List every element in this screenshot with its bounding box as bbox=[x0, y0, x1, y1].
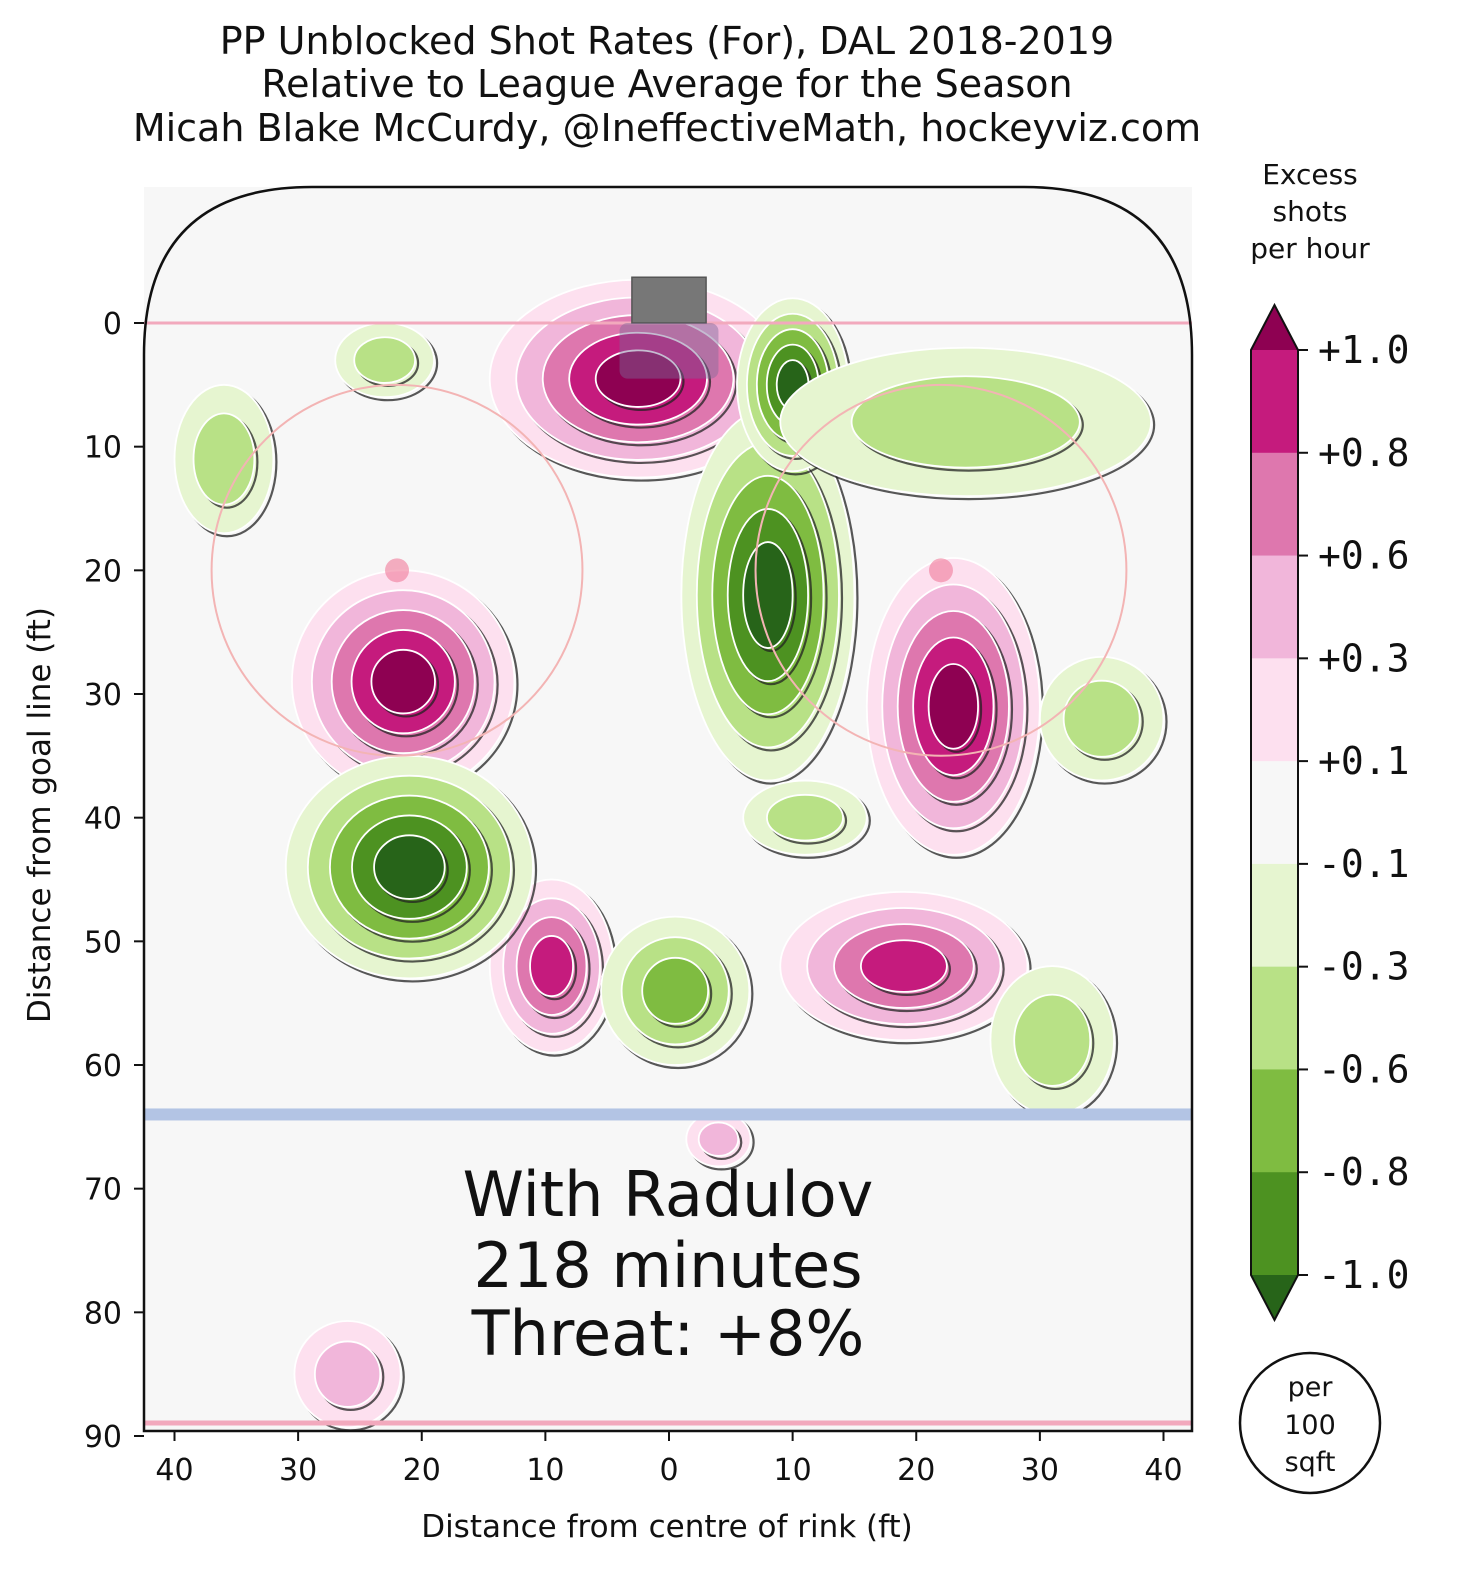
colorbar-band bbox=[1251, 658, 1298, 761]
colorbar-band bbox=[1251, 761, 1298, 864]
title-line-1: PP Unblocked Shot Rates (For), DAL 2018-… bbox=[220, 19, 1114, 63]
colorbar-band bbox=[1251, 556, 1298, 659]
colorbar: Excess shots per hour +1.0 +0.8 +0.6 +0.3 +0… bbox=[1240, 158, 1410, 1493]
colorbar-tick-label: +0.1 bbox=[1318, 739, 1410, 783]
contour-level bbox=[374, 835, 445, 899]
y-tick-label: 80 bbox=[84, 1296, 122, 1331]
colorbar-unit-line-1: per bbox=[1288, 1372, 1334, 1403]
colorbar-tick-label: -0.3 bbox=[1318, 945, 1410, 989]
y-tick-label: 90 bbox=[84, 1420, 122, 1455]
colorbar-band bbox=[1251, 967, 1298, 1070]
x-tick-label: 20 bbox=[897, 1453, 935, 1488]
contour-level bbox=[194, 413, 255, 504]
colorbar-tick-label: -1.0 bbox=[1318, 1253, 1410, 1297]
colorbar-title-line-1: Excess bbox=[1262, 158, 1358, 191]
colorbar-title: Excess shots per hour bbox=[1250, 158, 1370, 265]
x-tick-label: 30 bbox=[1021, 1453, 1059, 1488]
contour-level bbox=[1064, 681, 1140, 757]
y-tick-label: 70 bbox=[84, 1173, 122, 1208]
x-axis-label: Distance from centre of rink (ft) bbox=[421, 1509, 913, 1545]
contour-level bbox=[743, 542, 792, 648]
faceoff-dot bbox=[929, 558, 953, 582]
y-tick-label: 10 bbox=[84, 431, 122, 466]
contour-level bbox=[315, 1341, 380, 1406]
title-line-3: Micah Blake McCurdy, @IneffectiveMath, h… bbox=[133, 106, 1201, 150]
y-axis: 0 10 20 30 40 50 60 70 80 90 bbox=[84, 307, 144, 1455]
x-tick-label: 20 bbox=[403, 1453, 441, 1488]
annotation-line-2: 218 minutes bbox=[473, 1229, 862, 1302]
y-tick-label: 0 bbox=[103, 307, 122, 342]
title-line-2: Relative to League Average for the Seaso… bbox=[261, 62, 1072, 106]
heatmap-blob bbox=[335, 323, 437, 400]
y-tick-label: 30 bbox=[84, 678, 122, 713]
heatmap-blob bbox=[743, 781, 870, 858]
contour-level bbox=[767, 795, 843, 841]
contour-level bbox=[861, 940, 947, 992]
contour-level bbox=[642, 958, 708, 1024]
colorbar-unit-line-3: sqft bbox=[1285, 1447, 1336, 1478]
colorbar-bands: +1.0 +0.8 +0.6 +0.3 +0.1 -0.1 -0.3 -0.6 -0.8 -1.0 bbox=[1251, 305, 1410, 1320]
colorbar-tick-label: +0.8 bbox=[1318, 431, 1410, 475]
colorbar-tick-label: -0.6 bbox=[1318, 1047, 1410, 1091]
chart-title: PP Unblocked Shot Rates (For), DAL 2018-… bbox=[133, 19, 1201, 150]
colorbar-extend-top bbox=[1251, 305, 1298, 350]
y-tick-label: 20 bbox=[84, 554, 122, 589]
x-tick-label: 10 bbox=[526, 1453, 564, 1488]
annotation-line-1: With Radulov bbox=[463, 1158, 874, 1231]
contour-level bbox=[699, 1122, 739, 1155]
contour-level bbox=[852, 376, 1080, 467]
contour-level bbox=[1014, 995, 1090, 1086]
x-tick-label: 10 bbox=[774, 1453, 812, 1488]
x-axis: 40 30 20 10 0 10 20 30 40 bbox=[155, 1431, 1182, 1488]
colorbar-tick-label: -0.8 bbox=[1318, 1150, 1410, 1194]
contour-level bbox=[371, 650, 435, 714]
y-tick-label: 40 bbox=[84, 802, 122, 837]
x-tick-label: 30 bbox=[279, 1453, 317, 1488]
colorbar-band bbox=[1251, 453, 1298, 556]
goal-net bbox=[632, 277, 706, 323]
faceoff-dot bbox=[385, 558, 409, 582]
goal-crease bbox=[620, 323, 719, 379]
contour-level bbox=[354, 337, 415, 383]
blue-line bbox=[144, 1108, 1192, 1120]
colorbar-band bbox=[1251, 1172, 1298, 1275]
colorbar-tick-label: -0.1 bbox=[1318, 842, 1410, 886]
colorbar-unit: per 100 sqft bbox=[1240, 1353, 1380, 1493]
colorbar-unit-line-2: 100 bbox=[1284, 1410, 1336, 1441]
colorbar-title-line-2: shots bbox=[1272, 195, 1347, 228]
x-tick-label: 0 bbox=[659, 1453, 678, 1488]
colorbar-band bbox=[1251, 1069, 1298, 1172]
colorbar-tick-label: +0.6 bbox=[1318, 534, 1410, 578]
y-tick-label: 50 bbox=[84, 925, 122, 960]
x-tick-label: 40 bbox=[1144, 1453, 1182, 1488]
colorbar-band bbox=[1251, 350, 1298, 453]
annotation-line-3: Threat: +8% bbox=[471, 1297, 865, 1370]
contour-level bbox=[530, 936, 573, 996]
colorbar-tick-label: +0.3 bbox=[1318, 636, 1410, 680]
y-tick-label: 60 bbox=[84, 1049, 122, 1084]
annotation: With Radulov 218 minutes Threat: +8% bbox=[463, 1158, 874, 1370]
colorbar-tick-label: +1.0 bbox=[1318, 328, 1410, 372]
colorbar-band bbox=[1251, 864, 1298, 967]
y-axis-label: Distance from goal line (ft) bbox=[22, 607, 58, 1023]
contour-level bbox=[929, 664, 978, 749]
colorbar-extend-bottom bbox=[1251, 1275, 1298, 1320]
x-tick-label: 40 bbox=[155, 1453, 193, 1488]
colorbar-title-line-3: per hour bbox=[1250, 232, 1370, 265]
